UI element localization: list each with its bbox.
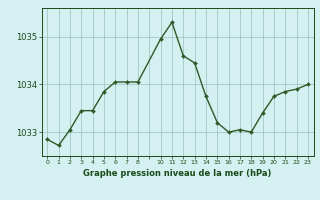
X-axis label: Graphe pression niveau de la mer (hPa): Graphe pression niveau de la mer (hPa) xyxy=(84,169,272,178)
